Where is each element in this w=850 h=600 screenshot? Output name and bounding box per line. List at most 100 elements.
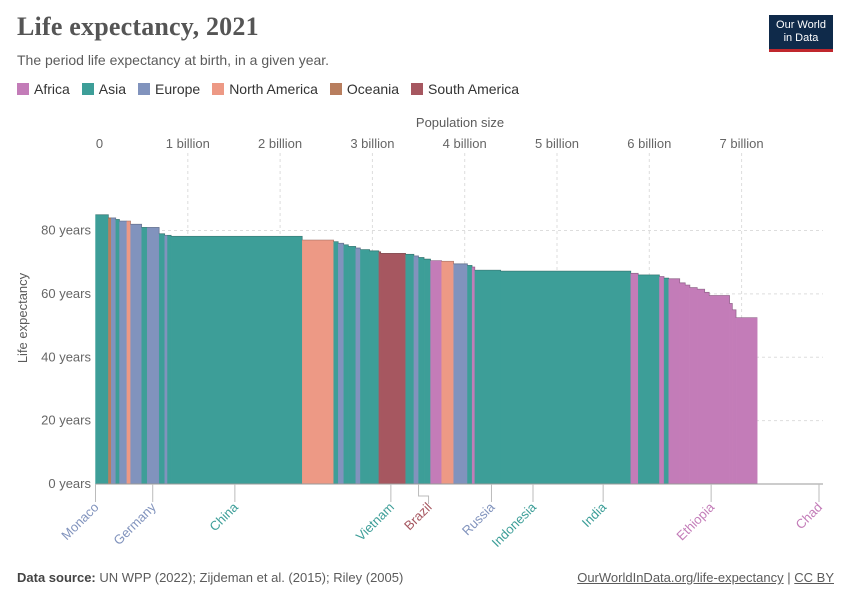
country-bar[interactable] xyxy=(170,236,303,485)
country-label-group: Ethiopia xyxy=(673,499,717,543)
country-bar[interactable] xyxy=(735,317,758,485)
country-label-group: India xyxy=(579,499,610,530)
y-tick-label: 20 years xyxy=(41,413,91,428)
x-axis-title: Population size xyxy=(416,115,504,130)
legend-item-asia[interactable]: Asia xyxy=(81,81,126,97)
country-bar[interactable] xyxy=(130,223,142,485)
country-bar[interactable] xyxy=(685,284,691,485)
leader-line xyxy=(418,484,430,504)
legend-swatch-asia xyxy=(81,83,94,95)
country-label[interactable]: Vietnam xyxy=(353,500,397,544)
country-bar[interactable] xyxy=(355,247,361,485)
country-bar[interactable] xyxy=(689,287,698,485)
data-source-label: Data source: xyxy=(17,570,96,585)
y-tick-label: 40 years xyxy=(41,349,91,364)
legend: Africa Asia Europe North America Oceania… xyxy=(17,81,519,97)
owid-logo[interactable]: Our World in Data xyxy=(769,15,833,52)
x-tick-label: 3 billion xyxy=(350,136,394,151)
country-label[interactable]: India xyxy=(579,499,610,530)
country-bar[interactable] xyxy=(380,253,406,485)
country-label-group: Indonesia xyxy=(489,499,540,550)
legend-label-south-america: South America xyxy=(428,81,520,97)
x-tick-label: 4 billion xyxy=(443,136,487,151)
country-bar[interactable] xyxy=(709,295,730,485)
legend-swatch-north-america xyxy=(212,83,225,95)
license-link[interactable]: CC BY xyxy=(794,570,834,585)
country-bar[interactable] xyxy=(630,273,639,485)
axis-layer: 0 years 20 years 40 years 60 years 80 years 0… xyxy=(41,136,823,491)
country-bar[interactable] xyxy=(302,239,334,485)
country-bar[interactable] xyxy=(663,277,669,485)
country-bar[interactable] xyxy=(467,265,473,485)
country-bar[interactable] xyxy=(126,220,131,485)
legend-swatch-oceania xyxy=(329,83,342,95)
country-bar[interactable] xyxy=(167,235,172,485)
country-bar[interactable] xyxy=(119,220,128,485)
country-label[interactable]: Indonesia xyxy=(489,499,540,550)
country-bar[interactable] xyxy=(348,246,356,485)
y-tick-label: 80 years xyxy=(41,223,91,238)
country-bar[interactable] xyxy=(423,258,431,485)
country-bar[interactable] xyxy=(158,233,165,485)
country-bar[interactable] xyxy=(453,263,468,485)
x-tick-label: 1 billion xyxy=(166,136,210,151)
country-bar[interactable] xyxy=(732,309,737,485)
country-label-group: Russia xyxy=(459,499,498,538)
country-bar[interactable] xyxy=(95,214,109,485)
x-tick-label: 6 billion xyxy=(627,136,671,151)
legend-swatch-south-america xyxy=(411,83,424,95)
x-tick-label: 7 billion xyxy=(720,136,764,151)
legend-label-europe: Europe xyxy=(155,81,201,97)
legend-label-oceania: Oceania xyxy=(346,81,400,97)
country-bar[interactable] xyxy=(141,227,148,485)
country-bar[interactable] xyxy=(360,249,370,485)
chart-subtitle: The period life expectancy at birth, in … xyxy=(17,52,330,68)
country-bar[interactable] xyxy=(146,227,160,485)
country-bar[interactable] xyxy=(500,270,632,485)
legend-item-north-america[interactable]: North America xyxy=(212,81,318,97)
country-label-group: China xyxy=(206,499,241,534)
legend-item-south-america[interactable]: South America xyxy=(411,81,519,97)
x-tick-label: 5 billion xyxy=(535,136,579,151)
country-label[interactable]: Brazil xyxy=(401,499,435,533)
legend-swatch-europe xyxy=(138,83,151,95)
country-bar[interactable] xyxy=(668,278,680,485)
country-bar[interactable] xyxy=(343,244,349,485)
country-bar[interactable] xyxy=(729,303,733,485)
country-bar[interactable] xyxy=(110,217,117,485)
legend-item-africa[interactable]: Africa xyxy=(17,81,70,97)
country-label[interactable]: Germany xyxy=(110,499,159,548)
country-bar[interactable] xyxy=(474,269,501,485)
country-label[interactable]: Ethiopia xyxy=(673,499,717,543)
country-bar[interactable] xyxy=(471,266,476,485)
country-bar[interactable] xyxy=(697,288,705,485)
legend-item-europe[interactable]: Europe xyxy=(138,81,200,97)
country-bar[interactable] xyxy=(369,250,380,485)
country-bar[interactable] xyxy=(413,255,419,485)
country-bar[interactable] xyxy=(441,261,454,485)
country-bar[interactable] xyxy=(333,241,339,485)
country-bar[interactable] xyxy=(405,254,415,485)
country-label[interactable]: Russia xyxy=(459,499,498,538)
country-bar[interactable] xyxy=(108,217,112,485)
country-label[interactable]: China xyxy=(206,499,241,534)
country-label[interactable]: Chad xyxy=(793,500,826,533)
footer-separator: | xyxy=(787,570,791,585)
country-bar[interactable] xyxy=(338,242,344,485)
country-bar[interactable] xyxy=(430,260,442,485)
country-bar[interactable] xyxy=(115,219,120,485)
data-source: Data source: UN WPP (2022); Zijdeman et … xyxy=(17,570,403,585)
country-bar[interactable] xyxy=(704,292,710,485)
country-bar[interactable] xyxy=(659,276,665,485)
y-tick-label: 60 years xyxy=(41,286,91,301)
source-link[interactable]: OurWorldInData.org/life-expectancy xyxy=(577,570,784,585)
country-bar[interactable] xyxy=(638,274,660,485)
country-bar[interactable] xyxy=(164,235,168,485)
country-bar[interactable] xyxy=(378,251,381,485)
country-bar[interactable] xyxy=(679,282,686,485)
country-bar[interactable] xyxy=(418,257,425,485)
country-labels-layer: Monaco Germany China Vietnam Brazil RussiaInd… xyxy=(58,484,825,550)
country-label[interactable]: Monaco xyxy=(58,500,101,543)
legend-item-oceania[interactable]: Oceania xyxy=(329,81,400,97)
